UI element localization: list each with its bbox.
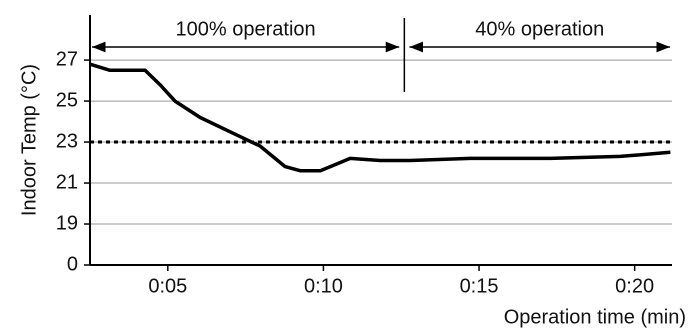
x-axis-title: Operation time (min)	[504, 306, 686, 328]
x-tick-label: 0:10	[304, 275, 343, 297]
y-tick-label: 19	[56, 212, 78, 234]
x-tick-label: 0:15	[460, 275, 499, 297]
y-tick-label: 27	[56, 48, 78, 70]
annotation-label: 100% operation	[176, 18, 316, 40]
y-axis-title: Indoor Temp (°C)	[18, 64, 40, 216]
y-tick-label: 23	[56, 130, 78, 152]
annotation-label: 40% operation	[475, 18, 604, 40]
x-tick-label: 0:05	[148, 275, 187, 297]
y-tick-label: 21	[56, 171, 78, 193]
x-tick-label: 0:20	[615, 275, 654, 297]
y-tick-label: 0	[67, 253, 78, 275]
y-tick-label: 25	[56, 89, 78, 111]
data-line	[89, 62, 671, 173]
